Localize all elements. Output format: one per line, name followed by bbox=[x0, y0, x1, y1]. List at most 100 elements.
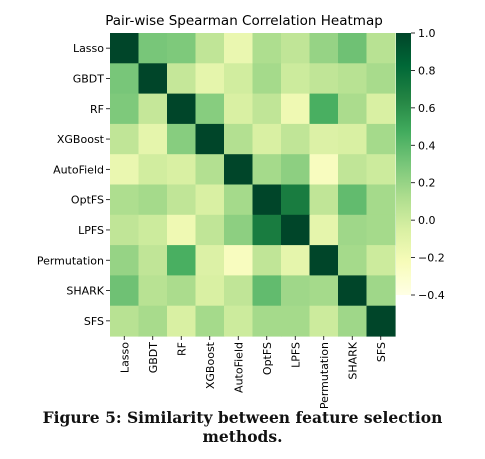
heatmap-cell bbox=[366, 214, 396, 246]
heatmap-cell bbox=[309, 33, 339, 64]
column-label: SHARK bbox=[346, 341, 359, 379]
column-labels: Lasso GBDT RF XGBoost AutoField OptFS LPFS Perm… bbox=[118, 336, 388, 409]
heatmap-cell bbox=[338, 93, 368, 125]
heatmap-cell bbox=[281, 214, 311, 246]
heatmap-cell bbox=[138, 275, 168, 307]
colorbar-ticks: 1.0 0.8 0.6 0.4 0.2 0.0 −0.2 −0.4 bbox=[411, 27, 445, 302]
heatmap-cell bbox=[224, 305, 254, 337]
heatmap-cell bbox=[338, 184, 368, 216]
heatmap-cell bbox=[167, 33, 197, 64]
column-label: AutoField bbox=[232, 342, 245, 393]
row-label: OptFS bbox=[71, 194, 104, 207]
heatmap-cell bbox=[138, 33, 168, 64]
row-label: SFS bbox=[84, 315, 104, 328]
heatmap-cell bbox=[252, 214, 282, 246]
heatmap-cell bbox=[281, 93, 311, 125]
heatmap-cell bbox=[138, 63, 168, 95]
heatmap-cell bbox=[252, 154, 282, 186]
heatmap-cell bbox=[309, 305, 339, 337]
heatmap-cell bbox=[366, 305, 396, 337]
heatmap-cell bbox=[110, 93, 140, 125]
heatmap-cell bbox=[281, 63, 311, 95]
heatmap-cell bbox=[167, 123, 197, 155]
heatmap-cell bbox=[366, 123, 396, 155]
heatmap-cell bbox=[167, 63, 197, 95]
heatmap-cell bbox=[195, 214, 225, 246]
heatmap-cell bbox=[366, 184, 396, 216]
heatmap-cell bbox=[338, 245, 368, 276]
heatmap-cell bbox=[167, 214, 197, 246]
colorbar-tick-label: −0.2 bbox=[418, 252, 445, 265]
heatmap-cell bbox=[252, 245, 282, 276]
row-label: LPFS bbox=[78, 224, 104, 237]
heatmap-cell bbox=[338, 63, 368, 95]
heatmap-cell bbox=[309, 93, 339, 125]
column-label: RF bbox=[175, 342, 188, 356]
colorbar-tick-label: −0.4 bbox=[418, 289, 445, 302]
heatmap-cell bbox=[366, 275, 396, 307]
heatmap-cell bbox=[195, 275, 225, 307]
heatmap-cell bbox=[224, 275, 254, 307]
row-label: XGBoost bbox=[57, 133, 105, 146]
heatmap-cell bbox=[281, 33, 311, 64]
heatmap-cell bbox=[338, 275, 368, 307]
heatmap-cell bbox=[338, 154, 368, 186]
column-label: XGBoost bbox=[204, 341, 217, 389]
colorbar-tick-label: 0.2 bbox=[418, 177, 436, 190]
heatmap-cell bbox=[366, 154, 396, 186]
column-label: GBDT bbox=[147, 342, 160, 374]
heatmap-cell bbox=[224, 93, 254, 125]
heatmap-cell bbox=[110, 123, 140, 155]
row-label: SHARK bbox=[66, 285, 104, 298]
row-label: Permutation bbox=[37, 254, 104, 267]
heatmap-cell bbox=[110, 275, 140, 307]
heatmap-cell bbox=[195, 154, 225, 186]
heatmap-cell bbox=[224, 154, 254, 186]
heatmap-cell bbox=[281, 305, 311, 337]
heatmap-cell bbox=[252, 93, 282, 125]
heatmap-cell bbox=[252, 123, 282, 155]
heatmap-cell bbox=[110, 305, 140, 337]
heatmap-cell bbox=[252, 63, 282, 95]
heatmap-cell bbox=[281, 154, 311, 186]
colorbar-tick-label: 0.4 bbox=[418, 139, 436, 152]
heatmap-cell bbox=[138, 93, 168, 125]
row-label: Lasso bbox=[73, 42, 104, 55]
heatmap-cell bbox=[309, 63, 339, 95]
heatmap-cell bbox=[224, 214, 254, 246]
heatmap-cell bbox=[309, 154, 339, 186]
heatmap-cell bbox=[281, 245, 311, 276]
heatmap-cell bbox=[366, 93, 396, 125]
heatmap-cell bbox=[110, 245, 140, 276]
heatmap-cell bbox=[309, 245, 339, 276]
heatmap-cell bbox=[252, 305, 282, 337]
heatmap-cell bbox=[252, 33, 282, 64]
heatmap-cell bbox=[366, 63, 396, 95]
heatmap-cell bbox=[366, 245, 396, 276]
row-label: RF bbox=[90, 103, 104, 116]
column-label: OptFS bbox=[261, 342, 274, 375]
figure-caption: Figure 5: Similarity between feature sel… bbox=[42, 408, 443, 446]
heatmap-cell bbox=[138, 154, 168, 186]
heatmap-cell bbox=[138, 245, 168, 276]
heatmap-cell bbox=[338, 214, 368, 246]
heatmap-cell bbox=[309, 184, 339, 216]
heatmap-cell bbox=[309, 214, 339, 246]
heatmap-cell bbox=[110, 33, 140, 64]
chart-title: Pair-wise Spearman Correlation Heatmap bbox=[105, 13, 383, 29]
heatmap-cell bbox=[138, 184, 168, 216]
heatmap-cell bbox=[252, 184, 282, 216]
colorbar bbox=[396, 33, 411, 295]
heatmap-cell bbox=[138, 123, 168, 155]
heatmap-cell bbox=[224, 184, 254, 216]
heatmap-cell bbox=[110, 184, 140, 216]
heatmap-cell bbox=[110, 63, 140, 95]
heatmap-cell bbox=[167, 93, 197, 125]
heatmap-cell bbox=[281, 184, 311, 216]
heatmap-cell bbox=[167, 275, 197, 307]
heatmap-cell bbox=[252, 275, 282, 307]
heatmap-cells bbox=[110, 33, 396, 337]
heatmap-cell bbox=[195, 63, 225, 95]
heatmap-cell bbox=[110, 214, 140, 246]
